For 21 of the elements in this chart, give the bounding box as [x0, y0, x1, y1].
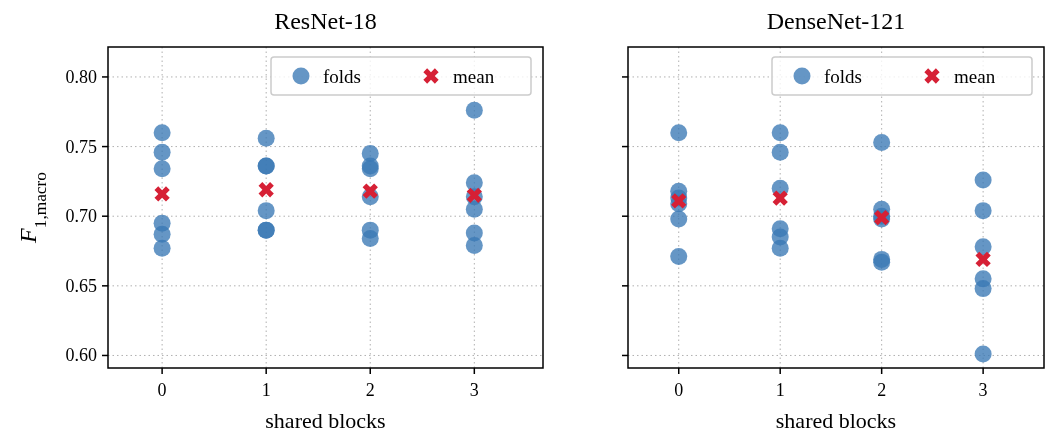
legend-label: mean: [954, 65, 996, 87]
chart-title: DenseNet-121: [766, 8, 906, 34]
x-tick-label: 3: [469, 380, 479, 400]
x-axis-title: shared blocks: [775, 408, 897, 433]
x-tick-label: 0: [157, 380, 167, 400]
y-tick-label: 0.75: [65, 136, 97, 157]
legend-label: folds: [323, 65, 361, 87]
y-tick-label: 0.65: [65, 275, 97, 296]
y-tick-label: 0.80: [65, 66, 97, 87]
y-tick-label: 0.60: [65, 345, 97, 366]
x-tick-label: 1: [775, 380, 785, 400]
x-axis-title: shared blocks: [265, 408, 386, 433]
chart-title: ResNet-18: [274, 8, 377, 34]
x-tick-label: 2: [365, 380, 375, 400]
x-tick-label: 1: [261, 380, 271, 400]
legend-label: folds: [824, 65, 862, 87]
y-tick-label: 0.70: [65, 206, 97, 227]
legend-label: mean: [453, 65, 495, 87]
x-tick-label: 2: [877, 380, 887, 400]
x-tick-label: 3: [978, 380, 988, 400]
x-tick-label: 0: [674, 380, 684, 400]
